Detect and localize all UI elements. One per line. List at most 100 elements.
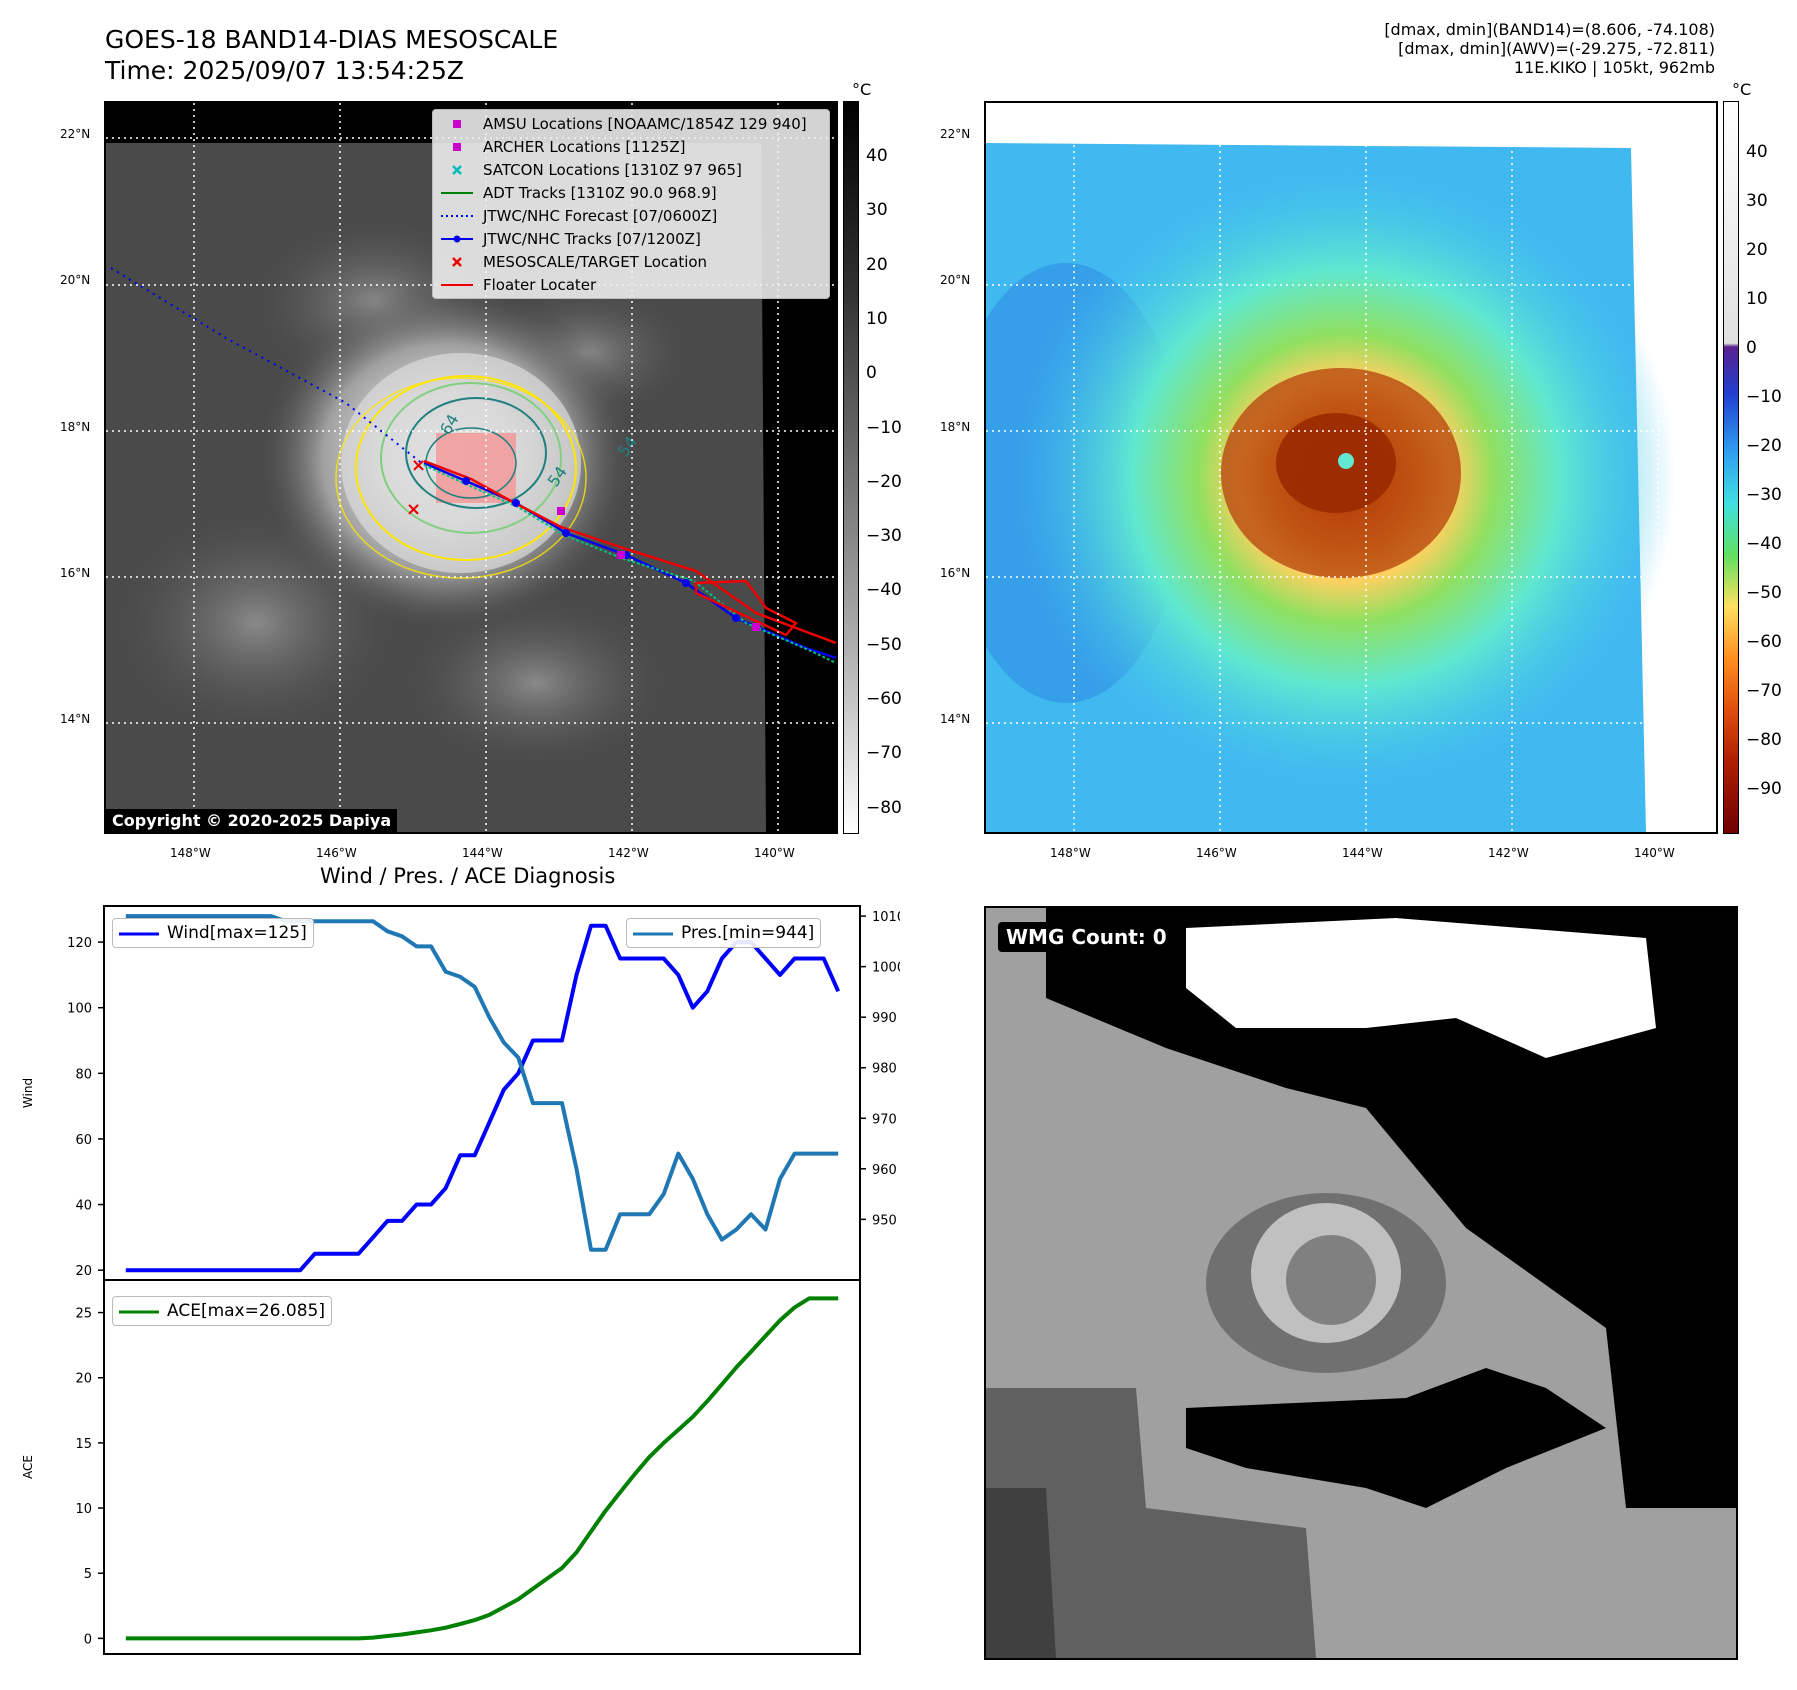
wind-pressure-plot: 20 40 60 80 100 120 Wind 950 960 970 980 990 1000 101… [21, 905, 900, 1281]
ir-satellite-panel: 64 54 54 × × [104, 101, 838, 834]
awv-satellite-panel [984, 101, 1718, 834]
pressure-line-icon [633, 926, 673, 940]
y-tick-label: 120 [67, 936, 92, 951]
title-line-1: GOES-18 BAND14-DIAS MESOSCALE [105, 25, 559, 54]
lon-label-140: 140°W [754, 846, 795, 860]
pressure-legend-label: Pres.[min=944] [681, 923, 815, 943]
dot-line-icon [439, 232, 475, 246]
lon-label-142: 142°W [608, 846, 649, 860]
wmg-image [986, 908, 1736, 1658]
y-tick-label: 10 [75, 1502, 92, 1517]
lat-label-14: 14°N [940, 712, 971, 726]
colorbar-unit-right: °C [1732, 80, 1752, 99]
colorbar-tick-label: −80 [866, 797, 902, 818]
line-marker-icon [439, 278, 475, 292]
legend-item-forecast: JTWC/NHC Forecast [07/0600Z] [433, 204, 829, 227]
colorbar-tick-label: −10 [866, 417, 902, 438]
colorbar-tick-label: 0 [1746, 338, 1757, 358]
y-tick-label: 40 [75, 1199, 92, 1214]
awv-range: [dmax, dmin](AWV)=(-29.275, -72.811) [1398, 39, 1715, 58]
lat-label-16: 16°N [940, 566, 971, 580]
lon-label-148: 148°W [170, 846, 211, 860]
colorbar-tick-label: −70 [866, 743, 902, 764]
wmg-panel: WMG Count: 0 [984, 906, 1738, 1660]
colorbar-tick-label: −30 [866, 526, 902, 547]
series-line-0 [125, 923, 841, 1273]
lon-label-148: 148°W [1050, 846, 1091, 860]
diagnosis-chart: 20406080100120Wind9509609709809901000101… [21, 905, 900, 1655]
line-marker-icon [439, 186, 475, 200]
lat-label-18: 18°N [60, 420, 91, 434]
colorbar-tick-label: −90 [1746, 779, 1782, 799]
storm-info: [dmax, dmin](BAND14)=(8.606, -74.108) [d… [1384, 20, 1715, 77]
diagnosis-title: Wind / Pres. / ACE Diagnosis [320, 864, 616, 888]
wmg-count-label: WMG Count: 0 [998, 922, 1175, 952]
legend-item-floater: Floater Locater [433, 273, 829, 296]
storm-summary: 11E.KIKO | 105kt, 962mb [1513, 58, 1715, 77]
colorbar-tick-label: 0 [866, 363, 877, 384]
y-right-tick-label: 980 [872, 1062, 897, 1077]
dotted-line-icon [439, 209, 475, 223]
map-grid [106, 103, 836, 832]
wind-legend-label: Wind[max=125] [167, 923, 307, 943]
ace-legend-label: ACE[max=26.085] [167, 1301, 325, 1321]
colorbar-tick-label: 20 [866, 254, 888, 275]
y-right-tick-label: 990 [872, 1011, 897, 1026]
lon-label-140: 140°W [1634, 846, 1675, 860]
map-grid [986, 103, 1716, 832]
y-tick-label: 0 [84, 1632, 92, 1647]
wind-legend: Wind[max=125] [112, 918, 314, 948]
legend-item-adt: ADT Tracks [1310Z 90.0 968.9] [433, 181, 829, 204]
colorbar-tick-label: −60 [1746, 632, 1782, 652]
legend-item-archer: ARCHER Locations [1125Z] [433, 135, 829, 158]
colorbar-tick-label: −70 [1746, 681, 1782, 701]
y-tick-label: 15 [75, 1437, 92, 1452]
title-line-2: Time: 2025/09/07 13:54:25Z [105, 56, 464, 85]
colorbar-tick-label: −40 [1746, 534, 1782, 554]
map-legend: AMSU Locations [NOAAMC/1854Z 129 940] AR… [432, 109, 830, 299]
band14-range: [dmax, dmin](BAND14)=(8.606, -74.108) [1384, 20, 1715, 39]
y-tick-label: 25 [75, 1307, 92, 1322]
y-tick-label: 100 [67, 1002, 92, 1017]
y-right-tick-label: 1000 [872, 961, 900, 976]
wind-line-icon [119, 926, 159, 940]
colorbar-tick-label: 30 [1746, 191, 1768, 211]
lat-label-18: 18°N [940, 420, 971, 434]
ace-line-icon [119, 1304, 159, 1318]
colorbar-tick-label: −20 [866, 471, 902, 492]
lat-label-22: 22°N [940, 127, 971, 141]
legend-item-satcon: SATCON Locations [1310Z 97 965] [433, 158, 829, 181]
svg-text:×: × [411, 455, 426, 476]
y-tick-label: 60 [75, 1133, 92, 1148]
lon-label-144: 144°W [1342, 846, 1383, 860]
colorbar-tick-label: −50 [866, 634, 902, 655]
mesoscale-target-marker: × [406, 499, 421, 520]
legend-item-amsu: AMSU Locations [NOAAMC/1854Z 129 940] [433, 112, 829, 135]
square-marker-icon [439, 140, 475, 154]
chart-title: GOES-18 BAND14-DIAS MESOSCALE Time: 2025… [105, 24, 558, 86]
colorbar-tick-label: −40 [866, 580, 902, 601]
colorbar-tick-label: −60 [866, 689, 902, 709]
awv-satellite-image [986, 103, 1716, 832]
ace-legend: ACE[max=26.085] [112, 1296, 332, 1326]
copyright-label: Copyright © 2020-2025 Dapiya [106, 809, 398, 832]
colorbar-tick-label: −20 [1746, 436, 1782, 456]
series-line-1 [125, 914, 839, 1252]
colorbar-tick-label: 40 [866, 146, 888, 166]
colorbar-tick-label: −80 [1746, 730, 1782, 750]
y-right-tick-label: 960 [872, 1163, 897, 1178]
y-tick-label: 20 [75, 1264, 92, 1279]
lat-label-20: 20°N [940, 273, 971, 287]
legend-item-mesoscale: MESOSCALE/TARGET Location [433, 250, 829, 273]
lat-label-16: 16°N [60, 566, 91, 580]
colorbar-tick-label: −10 [1746, 387, 1782, 407]
plot-frame [103, 1279, 861, 1655]
colorbar-tick-label: 10 [1746, 289, 1768, 309]
colorbar-tick-label: 20 [1746, 240, 1768, 260]
lon-label-146: 146°W [316, 846, 357, 860]
y-axis-label: Wind [21, 1078, 35, 1108]
x-marker-icon [439, 163, 475, 177]
y-tick-label: 20 [75, 1372, 92, 1387]
colorbar-tick-label: 30 [866, 200, 888, 221]
lon-label-146: 146°W [1196, 846, 1237, 860]
